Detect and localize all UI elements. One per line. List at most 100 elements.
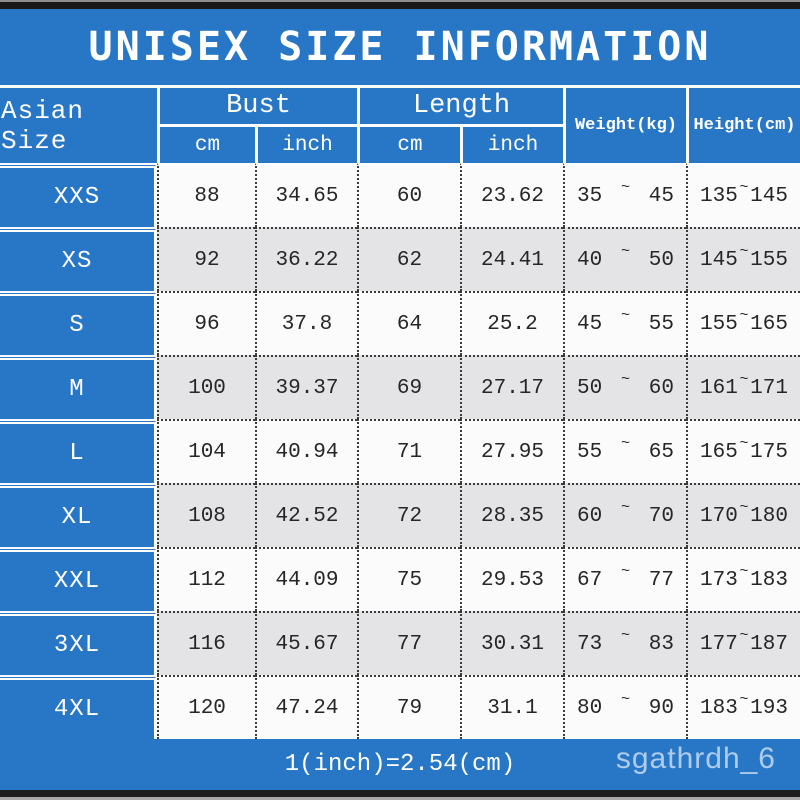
table-header: Asian Size Bust Length Weight(kg) Height… (0, 88, 800, 163)
weight-range-cell: 67 ~ 77 (563, 547, 686, 611)
size-label: M (0, 355, 157, 419)
height-max: 145 (750, 185, 788, 208)
range-tilde: ~ (620, 370, 630, 388)
bottom-black-bar (0, 790, 800, 797)
watermark: sgathrdh_6 (615, 742, 776, 775)
height-header: Height(cm) (686, 88, 800, 163)
height-min: 173 (700, 568, 738, 592)
length-inch-cell: 24.41 (460, 227, 563, 291)
height-range-cell: 183 ~ 193 (686, 675, 800, 739)
range-tilde: ~ (620, 179, 630, 196)
top-black-bar (0, 2, 800, 9)
length-cm-cell: 72 (357, 483, 460, 547)
bust-inch-cell: 45.67 (255, 611, 357, 675)
weight-max: 50 (648, 248, 674, 272)
table-row: M 100 39.37 69 27.17 50 ~ 60 161 ~ 171 (0, 355, 800, 419)
height-min: 165 (700, 440, 738, 464)
footer-bar: 1(inch)=2.54(cm) sgathrdh_6 (0, 739, 800, 790)
length-inch-unit-header: inch (460, 127, 563, 163)
size-label: XS (0, 227, 157, 291)
length-group-header: Length (357, 88, 563, 127)
weight-max: 90 (648, 696, 674, 720)
weight-min: 40 (577, 248, 603, 272)
height-range-cell: 165 ~ 175 (686, 419, 800, 483)
length-cm-cell: 79 (357, 675, 460, 739)
bottom-gray-strip (0, 797, 800, 800)
height-max: 183 (750, 568, 788, 592)
range-tilde: ~ (620, 498, 630, 516)
range-tilde: ~ (739, 562, 749, 580)
size-chart-table: Asian Size Bust Length Weight(kg) Height… (0, 88, 800, 739)
weight-range-cell: 45 ~ 55 (563, 291, 686, 355)
range-tilde: ~ (739, 434, 749, 452)
size-label: S (0, 291, 157, 355)
range-tilde: ~ (739, 306, 749, 324)
range-tilde: ~ (620, 690, 630, 708)
bust-cm-cell: 96 (157, 291, 255, 355)
weight-max: 55 (648, 312, 674, 336)
weight-max: 45 (648, 185, 674, 208)
weight-max: 83 (648, 632, 674, 656)
bust-inch-cell: 39.37 (255, 355, 357, 419)
length-inch-cell: 27.95 (460, 419, 563, 483)
weight-range-cell: 40 ~ 50 (563, 227, 686, 291)
height-range-cell: 170 ~ 180 (686, 483, 800, 547)
range-tilde: ~ (620, 306, 630, 324)
bust-cm-cell: 100 (157, 355, 255, 419)
weight-min: 73 (577, 632, 603, 656)
corner-header-asian-size: Asian Size (0, 88, 157, 163)
bust-group-header: Bust (157, 88, 357, 127)
height-min: 183 (700, 696, 738, 720)
size-label: XXL (0, 547, 157, 611)
size-label: 4XL (0, 675, 157, 739)
table-row: XS 92 36.22 62 24.41 40 ~ 50 145 ~ 155 (0, 227, 800, 291)
bust-cm-cell: 112 (157, 547, 255, 611)
weight-min: 80 (577, 696, 603, 720)
weight-min: 55 (577, 440, 603, 464)
length-inch-cell: 30.31 (460, 611, 563, 675)
range-tilde: ~ (620, 242, 630, 260)
table-row: XXL 112 44.09 75 29.53 67 ~ 77 173 ~ 183 (0, 547, 800, 611)
weight-min: 45 (577, 312, 603, 336)
weight-range-cell: 50 ~ 60 (563, 355, 686, 419)
table-row: XL 108 42.52 72 28.35 60 ~ 70 170 ~ 180 (0, 483, 800, 547)
weight-max: 70 (648, 504, 674, 528)
bust-cm-cell: 92 (157, 227, 255, 291)
range-tilde: ~ (739, 370, 749, 388)
conversion-note: 1(inch)=2.54(cm) (284, 751, 516, 778)
bust-inch-cell: 34.65 (255, 163, 357, 227)
range-tilde: ~ (739, 179, 749, 196)
bust-inch-cell: 47.24 (255, 675, 357, 739)
bust-inch-cell: 36.22 (255, 227, 357, 291)
length-inch-cell: 25.2 (460, 291, 563, 355)
range-tilde: ~ (739, 690, 749, 708)
height-min: 161 (700, 376, 738, 400)
table-row: L 104 40.94 71 27.95 55 ~ 65 165 ~ 175 (0, 419, 800, 483)
table-body: XXS 88 34.65 60 23.62 35 ~ 45 135 ~ 145 … (0, 163, 800, 739)
range-tilde: ~ (620, 434, 630, 452)
range-tilde: ~ (739, 242, 749, 260)
bust-cm-cell: 104 (157, 419, 255, 483)
length-cm-cell: 62 (357, 227, 460, 291)
height-max: 180 (750, 504, 788, 528)
height-min: 155 (700, 312, 738, 336)
length-cm-cell: 71 (357, 419, 460, 483)
bust-inch-cell: 40.94 (255, 419, 357, 483)
length-cm-cell: 75 (357, 547, 460, 611)
height-max: 193 (750, 696, 788, 720)
bust-inch-unit-header: inch (255, 127, 357, 163)
weight-min: 67 (577, 568, 603, 592)
weight-range-cell: 55 ~ 65 (563, 419, 686, 483)
top-gray-strip (0, 0, 800, 2)
height-max: 165 (750, 312, 788, 336)
length-cm-cell: 77 (357, 611, 460, 675)
weight-min: 35 (577, 185, 603, 208)
weight-min: 50 (577, 376, 603, 400)
size-label: 3XL (0, 611, 157, 675)
height-range-cell: 173 ~ 183 (686, 547, 800, 611)
height-max: 175 (750, 440, 788, 464)
bust-inch-cell: 42.52 (255, 483, 357, 547)
table-row: XXS 88 34.65 60 23.62 35 ~ 45 135 ~ 145 (0, 163, 800, 227)
length-cm-unit-header: cm (357, 127, 460, 163)
weight-range-cell: 60 ~ 70 (563, 483, 686, 547)
